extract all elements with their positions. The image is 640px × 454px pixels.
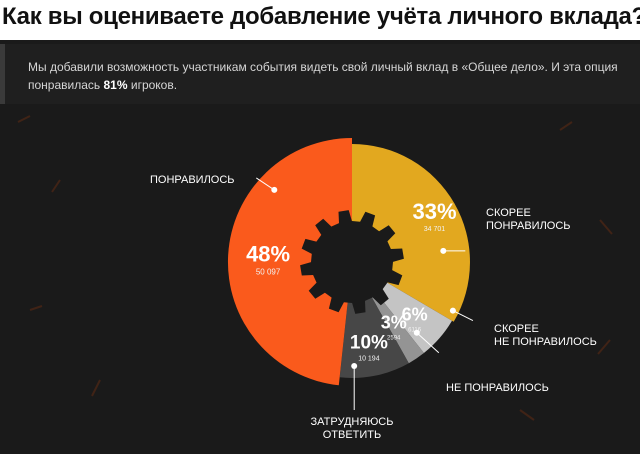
leader-dot (271, 186, 278, 193)
leader-line (256, 177, 275, 191)
leader-line (452, 310, 474, 322)
slice-label: НЕ ПОНРАВИЛОСЬ (494, 336, 597, 348)
slice-percent: 10% (350, 332, 388, 353)
intro-highlight: 81% (103, 78, 128, 92)
leader-line (416, 332, 440, 354)
slice-count: 2594 (387, 335, 401, 341)
slice-label: ПОНРАВИЛОСЬ (486, 220, 571, 232)
leader-dot (449, 307, 456, 314)
intro-text-part: Мы добавили возможность участникам событ… (28, 60, 618, 92)
background-streak (597, 339, 611, 355)
page-title: Как вы оцениваете добавление учёта лично… (2, 3, 640, 30)
slice-percent: 6% (402, 305, 428, 325)
slice-percent: 48% (246, 242, 290, 267)
leader-dot (351, 363, 358, 369)
chart-area: 33% 34 701 6% 6116 3% 2594 10% 10 194 48% 50 097 С… (0, 110, 640, 449)
pie-hub (300, 210, 404, 314)
intro-text-part: игроков. (127, 78, 178, 92)
title-band (0, 0, 640, 40)
slice-percent: 33% (412, 199, 456, 224)
intro-accent-bar (0, 44, 5, 104)
slice-label: ЗАТРУДНЯЮСЬ (311, 416, 394, 428)
leader-dot (413, 329, 420, 336)
background-streak (29, 305, 43, 311)
slice-label: НЕ ПОНРАВИЛОСЬ (446, 382, 549, 394)
background-streak (91, 379, 101, 397)
slice-label: СКОРЕЕ (494, 323, 539, 335)
pie-slice (227, 138, 352, 386)
slice-label: ПОНРАВИЛОСЬ (150, 174, 235, 186)
background-streak (599, 219, 613, 235)
slice-percent: 3% (381, 312, 407, 332)
slice-label: ОТВЕТИТЬ (323, 429, 382, 441)
slice-count: 50 097 (256, 268, 281, 277)
background-streak (17, 115, 31, 123)
slice-label: СКОРЕЕ (486, 207, 531, 219)
background-streak (559, 121, 573, 131)
leader-dot (440, 247, 447, 254)
slice-count: 10 194 (358, 355, 380, 362)
intro-text: Мы добавили возможность участникам событ… (28, 58, 628, 94)
slice-count: 34 701 (424, 226, 446, 233)
intro-panel: Мы добавили возможность участникам событ… (0, 44, 640, 104)
background-streak (51, 179, 61, 193)
background-streak (519, 409, 535, 421)
